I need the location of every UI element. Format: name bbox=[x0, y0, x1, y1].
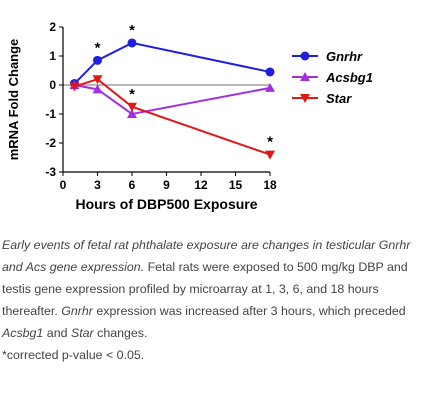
significance-star: * bbox=[129, 22, 135, 39]
caption-paragraph: Early events of fetal rat phthalate expo… bbox=[2, 234, 426, 344]
legend-label-gnrhr: Gnrhr bbox=[326, 49, 363, 64]
significance-star: * bbox=[95, 39, 101, 56]
data-point-gnrhr bbox=[265, 67, 275, 77]
caption-gene-star: Star bbox=[70, 326, 94, 340]
caption-and: and bbox=[46, 326, 68, 340]
legend-label-star: Star bbox=[326, 91, 352, 106]
y-axis-title: mRNA Fold Change bbox=[6, 39, 21, 161]
x-tick-label: 9 bbox=[163, 178, 170, 192]
legend-marker-gnrhr bbox=[300, 51, 310, 61]
data-point-star bbox=[92, 75, 103, 85]
figure-caption: Early events of fetal rat phthalate expo… bbox=[2, 234, 426, 366]
caption-footnote: *corrected p-value < 0.05. bbox=[2, 348, 145, 362]
data-point-star bbox=[127, 102, 137, 112]
caption-gene-acsbg1: Acsbg1 bbox=[2, 326, 44, 340]
data-point-star bbox=[69, 82, 80, 92]
series-line-star bbox=[74, 78, 271, 156]
series bbox=[69, 38, 275, 160]
x-tick-label: 0 bbox=[60, 178, 67, 192]
legend: Gnrhr Acsbg1 Star bbox=[292, 49, 373, 106]
significance-star: * bbox=[267, 134, 273, 151]
data-point-acsbg1 bbox=[92, 84, 103, 94]
caption-sentence-2a: expression was increased after 3 hours, … bbox=[96, 304, 406, 318]
caption-sentence-2-end: changes. bbox=[97, 326, 148, 340]
x-tick-label: 15 bbox=[229, 178, 243, 192]
y-tick-label: -3 bbox=[45, 165, 56, 179]
caption-lead: Early events of fetal rat phthalate expo… bbox=[2, 238, 411, 274]
data-point-acsbg1 bbox=[265, 82, 275, 92]
x-tick-label: 18 bbox=[263, 178, 277, 192]
y-tick-label: 0 bbox=[49, 78, 56, 92]
y-tick-label: 1 bbox=[49, 49, 56, 63]
y-tick-label: -1 bbox=[45, 107, 56, 121]
x-axis-title: Hours of DBP500 Exposure bbox=[75, 196, 257, 212]
legend-label-acsbg1: Acsbg1 bbox=[325, 70, 373, 85]
x-tick-label: 6 bbox=[129, 178, 136, 192]
data-point-star bbox=[265, 150, 275, 160]
x-tick-label: 12 bbox=[194, 178, 208, 192]
y-tick-label: -2 bbox=[45, 136, 56, 150]
caption-gene-gnrhr: Gnrhr bbox=[61, 304, 93, 318]
caption-sentence-1: Fetal rats were exposed to 500 mg/kg DBP… bbox=[2, 260, 408, 318]
legend-marker-star bbox=[300, 94, 310, 103]
series-line-gnrhr bbox=[73, 41, 271, 85]
significance-markers: * * * * bbox=[95, 22, 274, 151]
significance-star: * bbox=[129, 86, 135, 103]
y-tick-label: 2 bbox=[49, 20, 56, 34]
x-tick-label: 3 bbox=[94, 178, 101, 192]
legend-marker-acsbg1 bbox=[300, 72, 310, 81]
series-line-acsbg1 bbox=[74, 84, 271, 116]
data-point-gnrhr bbox=[93, 55, 102, 65]
data-point-acsbg1 bbox=[127, 109, 137, 118]
data-point-gnrhr bbox=[127, 38, 137, 48]
